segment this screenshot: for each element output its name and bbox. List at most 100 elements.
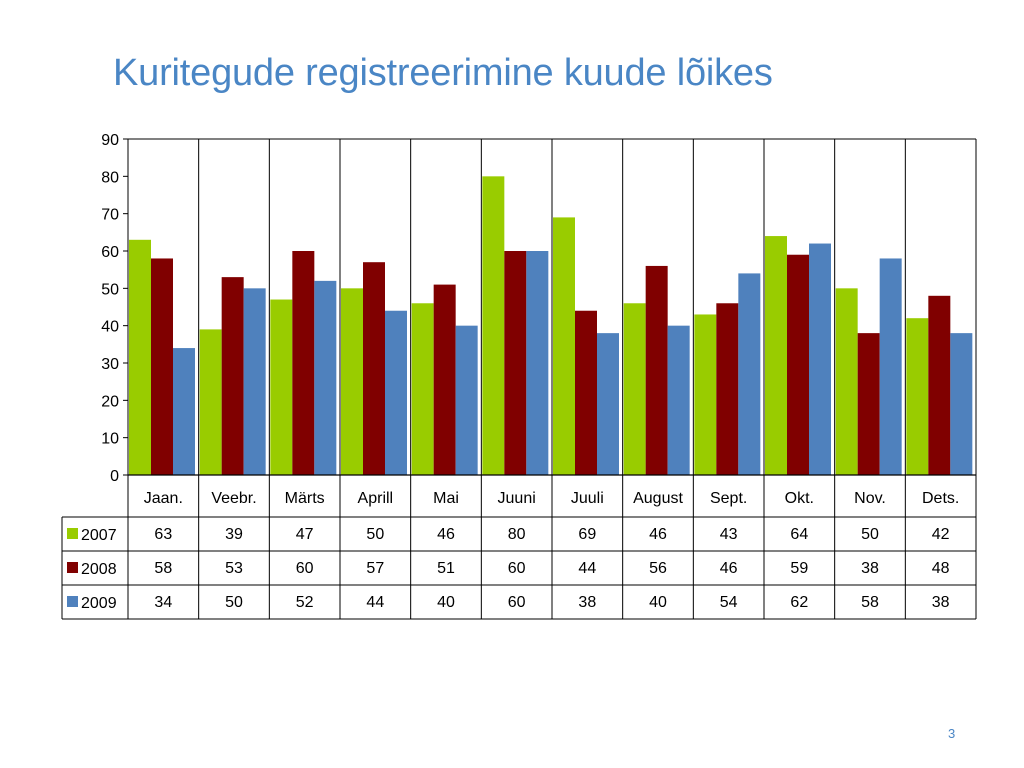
- bar-2007-10: [765, 236, 787, 475]
- bar-2007-7: [553, 217, 575, 475]
- data-label-2007: 46: [649, 526, 667, 543]
- bar-2007-6: [482, 176, 505, 476]
- data-label-2007: 43: [720, 526, 738, 543]
- data-label-2009: 34: [154, 594, 172, 611]
- data-label-2009: 40: [649, 594, 667, 611]
- legend-label-2007: 2007: [81, 527, 117, 544]
- data-label-2008: 56: [649, 560, 667, 577]
- data-label-2009: 54: [720, 594, 738, 611]
- bar-2009-8: [667, 325, 690, 475]
- data-label-2009: 52: [296, 594, 314, 611]
- data-label-2008: 58: [154, 560, 172, 577]
- bar-2008-9: [716, 303, 739, 475]
- y-tick-label: 0: [110, 468, 119, 485]
- data-label-2009: 60: [508, 594, 526, 611]
- data-label-2008: 44: [578, 560, 596, 577]
- y-axis: 0 10 20 30 40 50 60 70 80 90: [101, 132, 129, 485]
- data-label-2007: 80: [508, 526, 526, 543]
- bar-2009-2: [243, 288, 266, 475]
- bar-2007-4: [341, 288, 363, 475]
- legend-label-2009: 2009: [81, 595, 117, 612]
- bar-2007-3: [270, 299, 293, 475]
- bar-2009-6: [526, 251, 549, 475]
- data-label-2008: 48: [932, 560, 950, 577]
- bar-2007-11: [835, 288, 858, 475]
- bar-2009-12: [950, 333, 973, 475]
- data-label-2008: 57: [366, 560, 384, 577]
- data-table: Jaan. Veebr. Märts Aprill Mai Juuni Juuli Augus…: [61, 490, 976, 620]
- data-label-2007: 64: [790, 526, 808, 543]
- bars: [129, 176, 973, 476]
- bar-2008-4: [363, 262, 385, 475]
- y-tick-label: 80: [101, 169, 119, 186]
- legend-swatch-2007: [67, 528, 78, 539]
- bar-2008-11: [857, 333, 880, 475]
- bar-2007-12: [906, 318, 929, 475]
- data-label-2007: 42: [932, 526, 950, 543]
- data-label-2008: 46: [720, 560, 738, 577]
- bar-2009-11: [879, 258, 902, 475]
- data-label-2007: 39: [225, 526, 243, 543]
- data-label-2009: 38: [578, 594, 596, 611]
- data-label-2008: 53: [225, 560, 243, 577]
- x-tick-label: Dets.: [922, 490, 959, 507]
- data-label-2007: 50: [366, 526, 384, 543]
- data-label-2009: 62: [790, 594, 808, 611]
- bar-2008-8: [645, 265, 668, 475]
- bar-2007-2: [199, 329, 222, 475]
- x-tick-label: Jaan.: [144, 490, 183, 507]
- data-label-2008: 60: [296, 560, 314, 577]
- y-tick-label: 10: [101, 431, 119, 448]
- x-tick-label: Juuli: [571, 490, 604, 507]
- bar-2009-1: [173, 348, 195, 475]
- bar-2008-5: [433, 284, 456, 475]
- data-label-2009: 44: [366, 594, 384, 611]
- legend-label-2008: 2008: [81, 561, 117, 578]
- y-tick-label: 40: [101, 319, 119, 336]
- data-label-2007: 47: [296, 526, 314, 543]
- bar-2009-7: [597, 333, 619, 475]
- x-tick-label: Juuni: [498, 490, 536, 507]
- bar-2008-6: [504, 251, 527, 475]
- bar-2008-3: [292, 251, 315, 475]
- bar-2009-10: [809, 243, 831, 475]
- data-label-2008: 60: [508, 560, 526, 577]
- bar-2009-3: [314, 280, 337, 475]
- bar-2008-10: [787, 254, 809, 475]
- x-tick-label: Sept.: [710, 490, 747, 507]
- data-label-2007: 63: [154, 526, 172, 543]
- bar-2009-9: [738, 273, 761, 475]
- data-label-2009: 40: [437, 594, 455, 611]
- bar-2007-1: [129, 239, 151, 475]
- data-label-2009: 38: [932, 594, 950, 611]
- x-tick-label: Nov.: [854, 490, 886, 507]
- y-tick-label: 90: [101, 132, 119, 149]
- data-label-2009: 50: [225, 594, 243, 611]
- legend-swatch-2009: [67, 596, 78, 607]
- x-tick-label: Okt.: [785, 490, 814, 507]
- y-tick-label: 70: [101, 207, 119, 224]
- plot-frame: [127, 138, 977, 619]
- bar-2007-8: [623, 303, 646, 475]
- bar-2008-7: [575, 310, 597, 475]
- x-tick-label: Märts: [285, 490, 325, 507]
- bar-2008-2: [221, 277, 244, 475]
- page-number: 3: [948, 726, 956, 741]
- legend-swatch-2008: [67, 562, 78, 573]
- slide-title: Kuritegude registreerimine kuude lõikes: [113, 52, 773, 94]
- bar-2009-4: [385, 310, 407, 475]
- data-label-2007: 69: [578, 526, 596, 543]
- x-tick-label: August: [633, 490, 683, 507]
- x-tick-label: Veebr.: [211, 490, 256, 507]
- x-tick-label: Aprill: [358, 490, 394, 507]
- x-tick-label: Mai: [433, 490, 459, 507]
- bar-2008-1: [151, 258, 173, 475]
- y-tick-label: 20: [101, 393, 119, 410]
- y-tick-label: 60: [101, 244, 119, 261]
- bar-2007-5: [411, 303, 434, 475]
- data-label-2008: 51: [437, 560, 455, 577]
- bar-2009-5: [455, 325, 478, 475]
- data-label-2008: 38: [861, 560, 879, 577]
- bar-2007-9: [694, 314, 717, 475]
